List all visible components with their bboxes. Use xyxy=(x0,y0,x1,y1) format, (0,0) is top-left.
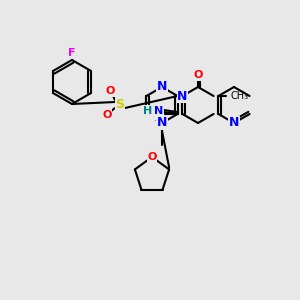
Text: N: N xyxy=(229,116,239,130)
Text: S: S xyxy=(116,98,124,112)
Text: O: O xyxy=(147,152,157,162)
Text: O: O xyxy=(102,110,112,120)
Text: O: O xyxy=(193,70,203,80)
Text: N: N xyxy=(177,89,188,103)
Text: N: N xyxy=(157,80,167,94)
Text: N: N xyxy=(157,116,167,130)
Text: F: F xyxy=(68,48,76,58)
Text: O: O xyxy=(105,86,115,96)
Text: CH₃: CH₃ xyxy=(230,91,248,101)
Text: NH: NH xyxy=(141,109,160,119)
Text: N: N xyxy=(154,106,163,116)
Text: H: H xyxy=(143,106,152,116)
Text: N: N xyxy=(157,116,167,130)
